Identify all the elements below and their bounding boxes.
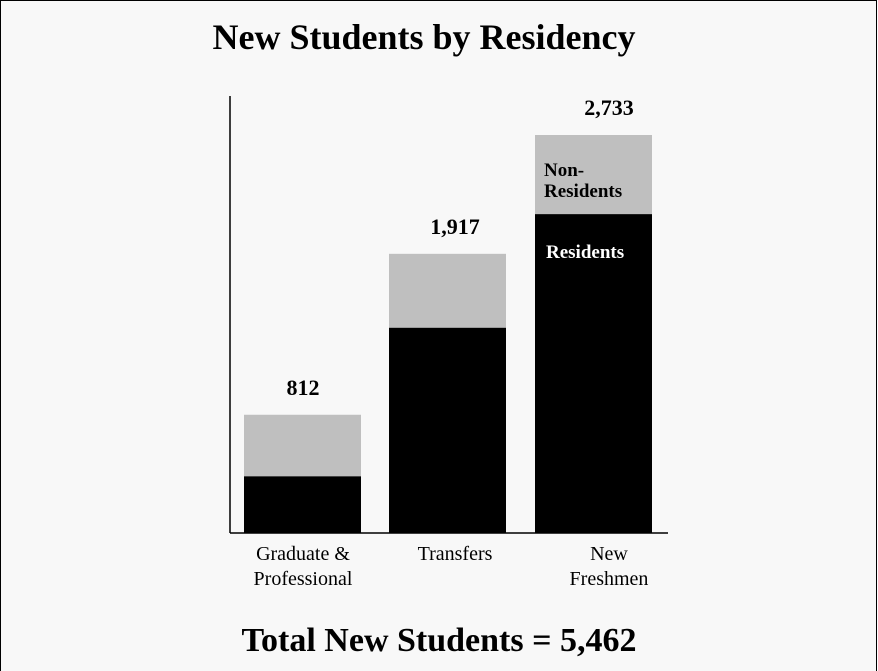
bars-group [244, 135, 652, 533]
chart-title: New Students by Residency [212, 17, 636, 57]
total-label-0: 812 [287, 375, 320, 400]
bar-residents-0 [244, 476, 361, 533]
bar-non-residents-2 [535, 135, 652, 215]
bar-residents-1 [389, 327, 506, 533]
category-label-2-1: Freshmen [570, 568, 649, 590]
non-residents-label-1: Residents [544, 181, 622, 202]
category-label-2-0: New [590, 543, 628, 565]
category-label-1-0: Transfers [418, 543, 493, 565]
bar-non-residents-0 [244, 414, 361, 477]
category-label-0-1: Professional [254, 568, 353, 590]
category-label-0-0: Graduate & [256, 543, 350, 565]
total-footer: Total New Students = 5,462 [241, 622, 637, 659]
bar-non-residents-1 [389, 253, 506, 328]
labels-group: 812 Graduate & Professional 1,917 Transfers 2… [254, 95, 649, 590]
total-label-2: 2,733 [584, 95, 634, 120]
residents-label: Residents [546, 242, 624, 263]
bar-residents-2 [535, 214, 652, 533]
total-label-1: 1,917 [430, 214, 480, 239]
non-residents-label-0: Non- [544, 160, 584, 181]
